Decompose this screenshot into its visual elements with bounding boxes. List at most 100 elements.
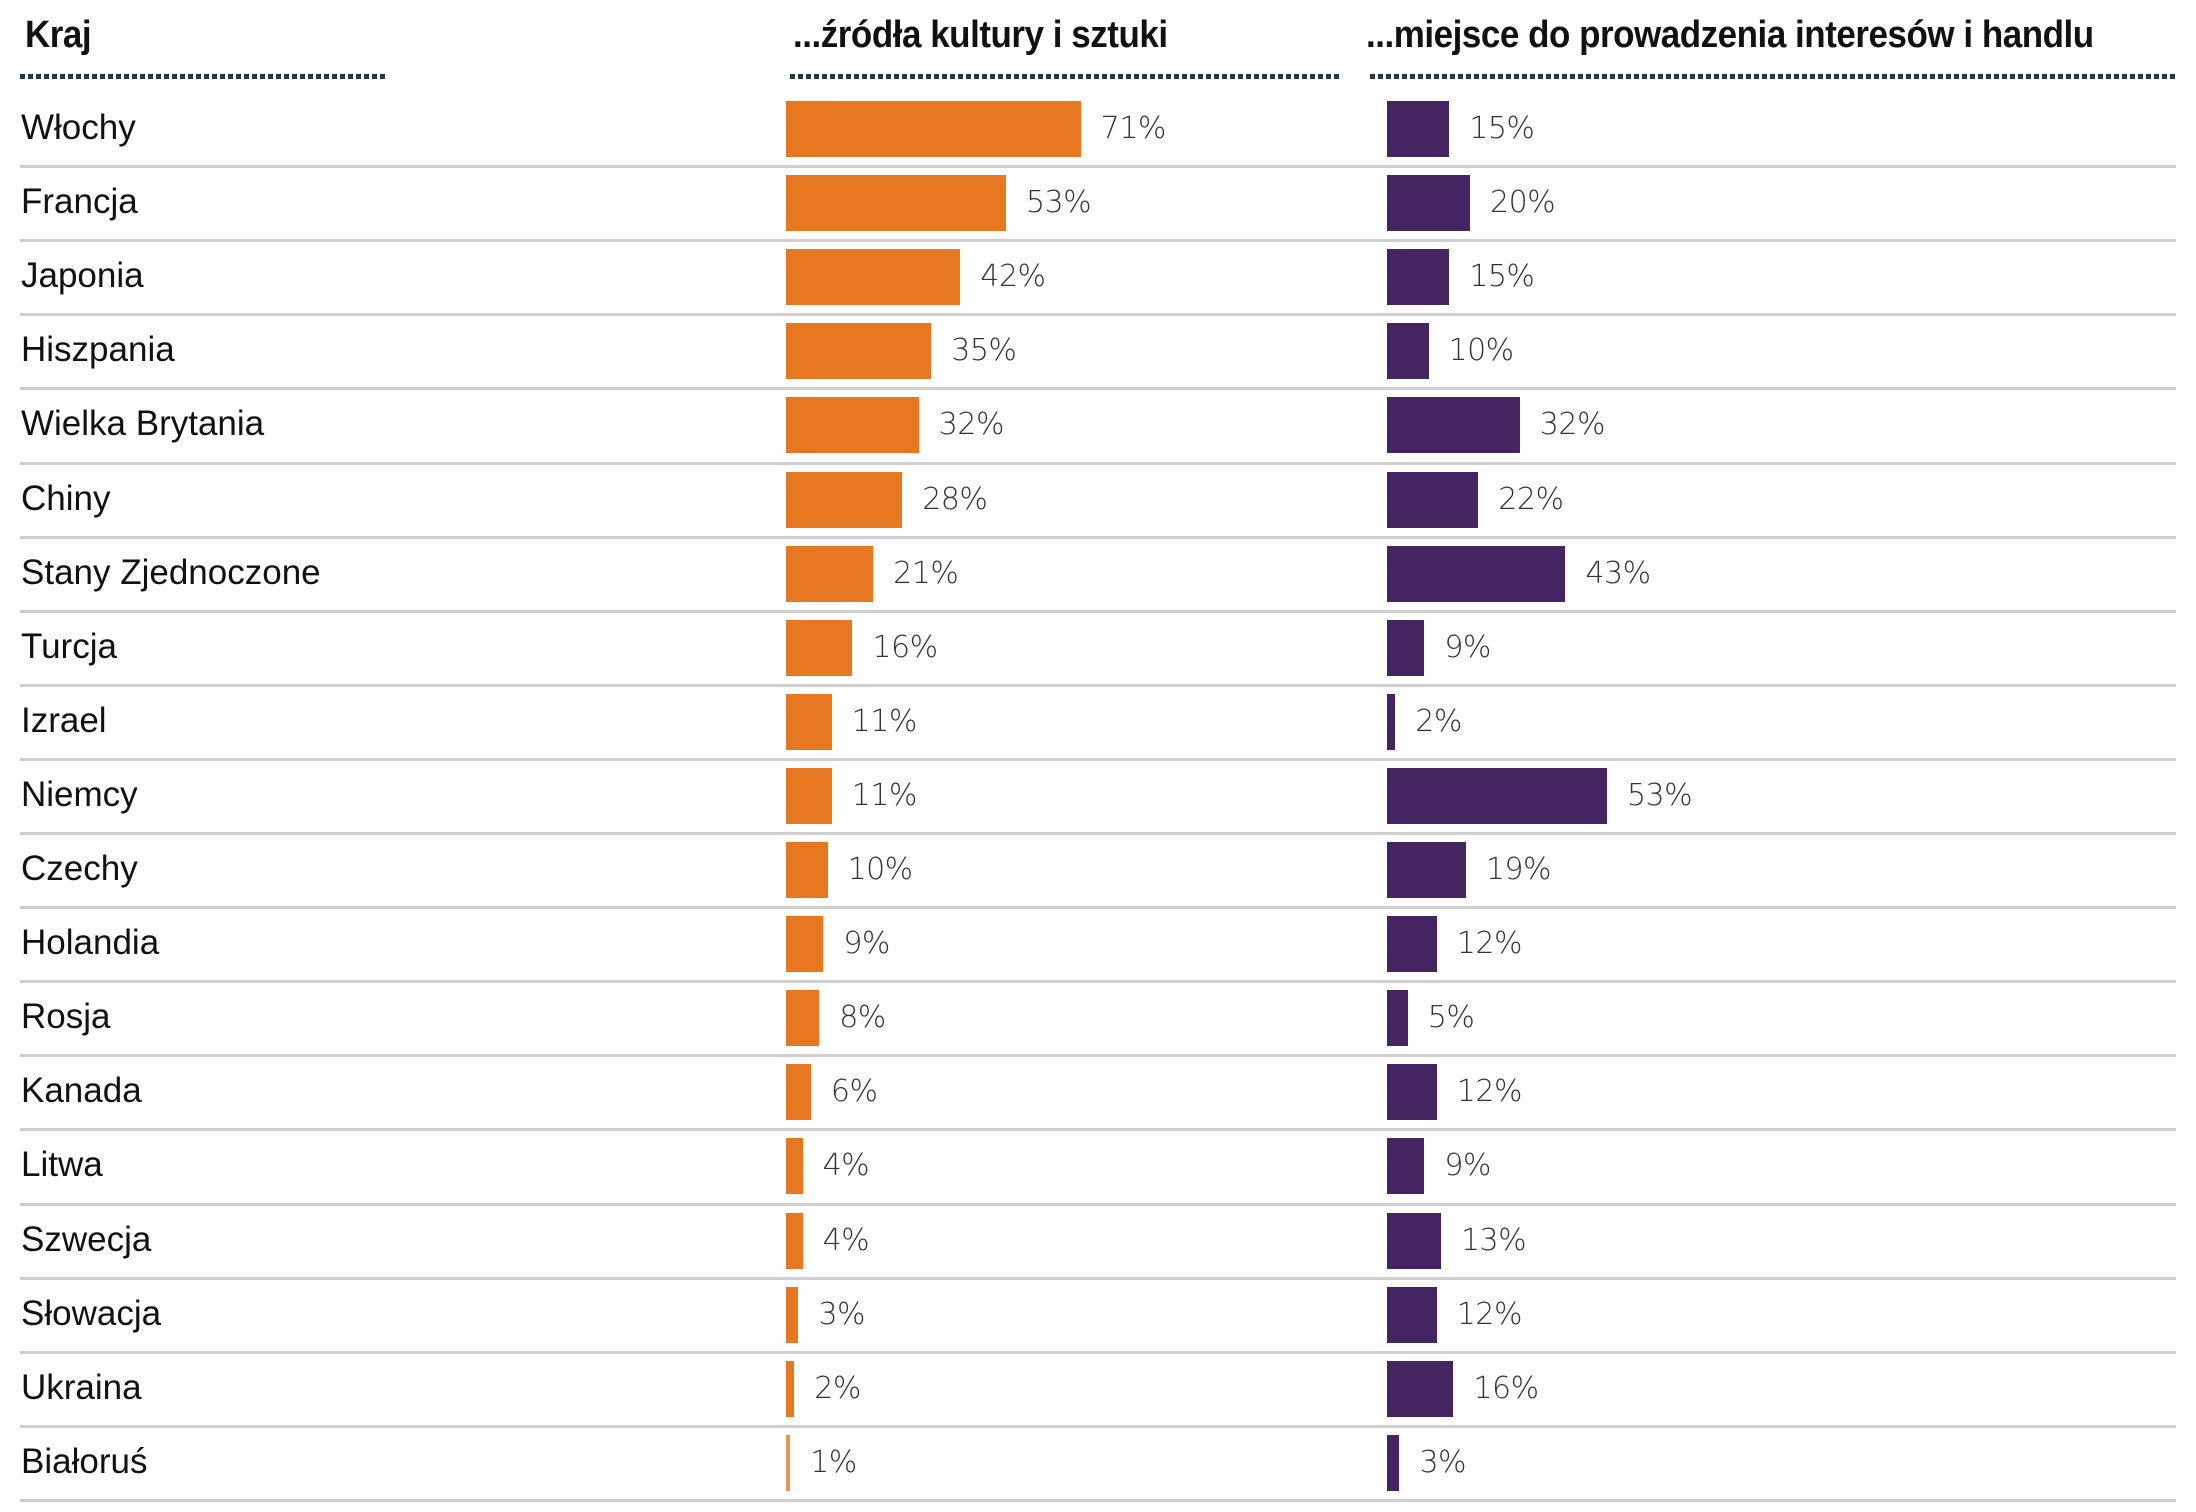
culture-value-label: 71%: [1100, 111, 1167, 146]
country-label: Czechy: [21, 849, 138, 888]
business-value-label: 19%: [1485, 852, 1552, 887]
culture-bar: [786, 101, 1081, 157]
row-separator: [20, 1350, 2176, 1354]
culture-value-label: 10%: [847, 852, 914, 887]
country-label: Włochy: [21, 108, 136, 147]
business-value-label: 22%: [1498, 481, 1564, 517]
business-bar: [1387, 1212, 1441, 1269]
country-label: Słowacja: [21, 1293, 162, 1333]
business-value-label: 9%: [1444, 629, 1491, 665]
row-separator: [20, 1498, 2176, 1502]
culture-bar: [786, 1286, 799, 1343]
country-label: Kanada: [21, 1071, 142, 1111]
country-label: Francja: [21, 182, 138, 222]
culture-value-label: 53%: [1025, 185, 1092, 221]
culture-bar: [786, 175, 1006, 232]
culture-bar: [786, 1212, 803, 1269]
culture-bar: [786, 323, 932, 380]
header-culture: ...źródła kultury i sztuki: [793, 14, 1168, 56]
country-label: Turcja: [21, 626, 117, 666]
culture-value-label: 2%: [814, 1370, 861, 1406]
row-separator: [20, 313, 2176, 317]
business-bar: [1387, 767, 1607, 824]
business-value-label: 43%: [1585, 555, 1651, 591]
row-separator: [20, 1202, 2176, 1206]
culture-value-label: 11%: [851, 777, 918, 813]
header-business: ...miejsce do prowadzenia interesów i ha…: [1366, 14, 2094, 56]
business-bar: [1387, 1434, 1400, 1491]
business-bar: [1387, 990, 1408, 1047]
business-value-label: 32%: [1539, 407, 1606, 443]
header-underline-country: [20, 74, 385, 79]
culture-bar: [786, 545, 874, 602]
culture-value-label: 1%: [810, 1444, 857, 1480]
business-value-label: 9%: [1444, 1148, 1491, 1184]
row-separator: [20, 387, 2176, 391]
country-label: Litwa: [21, 1145, 103, 1185]
culture-bar: [786, 1138, 803, 1195]
culture-value-label: 32%: [938, 407, 1005, 443]
culture-value-label: 42%: [980, 259, 1046, 295]
row-separator: [20, 757, 2176, 761]
business-bar: [1387, 1286, 1437, 1343]
header-underline-culture: [790, 74, 1340, 79]
business-value-label: 3%: [1419, 1444, 1467, 1480]
business-value-label: 53%: [1626, 777, 1693, 813]
culture-value-label: 9%: [843, 926, 890, 962]
culture-bar: [786, 471, 903, 528]
business-bar: [1387, 842, 1466, 898]
country-label: Szwecja: [21, 1219, 152, 1259]
row-separator: [20, 832, 2176, 835]
business-value-label: 12%: [1456, 926, 1523, 962]
culture-bar: [786, 842, 828, 898]
business-bar: [1387, 175, 1470, 232]
culture-value-label: 21%: [893, 555, 959, 591]
culture-value-label: 4%: [822, 1148, 870, 1184]
culture-value-label: 8%: [839, 1000, 886, 1036]
business-bar: [1387, 323, 1429, 380]
culture-bar: [786, 1434, 791, 1491]
row-separator: [20, 1128, 2176, 1132]
culture-value-label: 28%: [922, 481, 988, 517]
business-bar: [1387, 916, 1437, 973]
country-label: Stany Zjednoczone: [21, 552, 321, 592]
country-label: Japonia: [21, 256, 144, 296]
business-bar: [1387, 397, 1520, 454]
business-bar: [1387, 471, 1479, 528]
country-label: Chiny: [21, 478, 111, 518]
culture-bar: [786, 1064, 811, 1121]
culture-value-label: 3%: [818, 1296, 866, 1332]
business-value-label: 20%: [1490, 185, 1556, 221]
culture-bar: [786, 1360, 795, 1417]
business-value-label: 16%: [1473, 1370, 1539, 1406]
culture-value-label: 4%: [822, 1222, 870, 1258]
row-separator: [20, 906, 2176, 910]
business-value-label: 15%: [1469, 259, 1535, 295]
row-separator: [20, 165, 2176, 169]
row-separator: [20, 461, 2176, 465]
header-underline-business: [1370, 74, 2176, 79]
business-value-label: 12%: [1456, 1074, 1523, 1110]
culture-value-label: 11%: [851, 703, 918, 739]
business-bar: [1387, 1064, 1437, 1121]
row-separator: [20, 239, 2176, 243]
country-label: Wielka Brytania: [21, 404, 265, 444]
business-value-label: 15%: [1469, 111, 1535, 146]
country-label: Białoruś: [21, 1441, 148, 1481]
business-bar: [1387, 101, 1450, 157]
culture-bar: [786, 767, 832, 824]
culture-bar: [786, 397, 919, 454]
business-value-label: 2%: [1415, 703, 1462, 739]
country-label: Rosja: [21, 997, 111, 1037]
country-label: Niemcy: [21, 774, 138, 814]
row-separator: [20, 980, 2176, 984]
country-label: Izrael: [21, 700, 107, 740]
row-separator: [20, 683, 2176, 687]
business-value-label: 12%: [1456, 1296, 1523, 1332]
business-bar: [1387, 545, 1566, 602]
country-label: Ukraina: [21, 1367, 142, 1407]
country-label: Hiszpania: [21, 330, 175, 370]
row-separator: [20, 609, 2176, 613]
row-separator: [20, 535, 2176, 539]
business-bar: [1387, 1138, 1425, 1195]
